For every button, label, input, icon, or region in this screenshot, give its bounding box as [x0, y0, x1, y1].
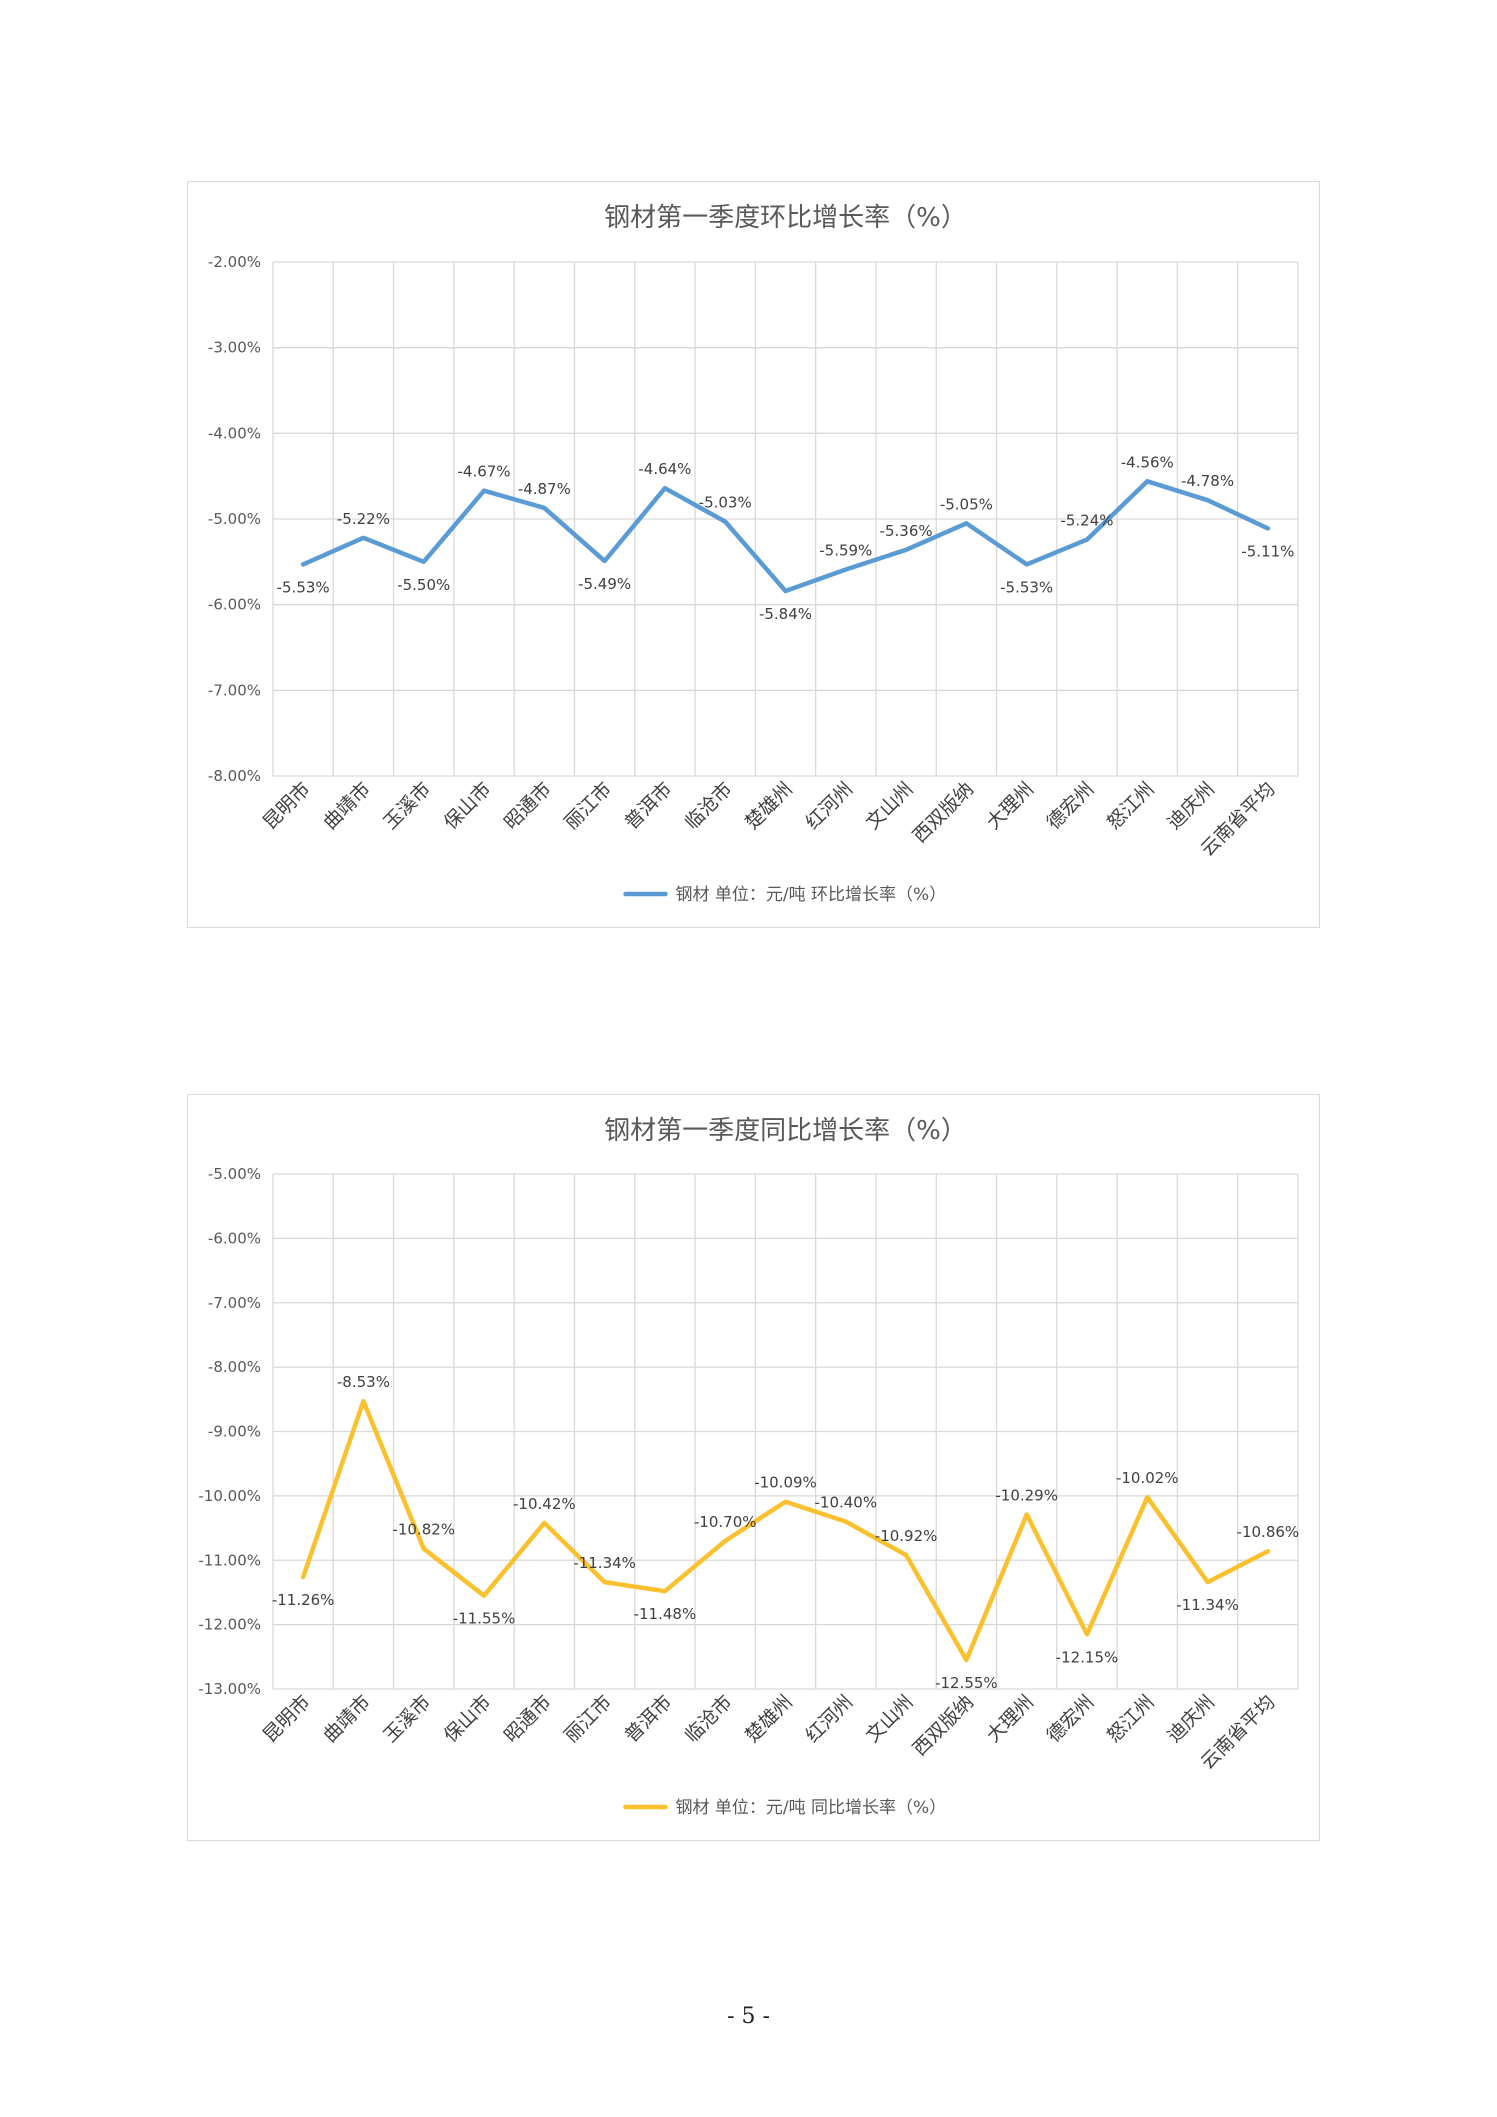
data-label: -5.11% [1241, 542, 1294, 560]
y-tick-label: -9.00% [208, 1423, 261, 1441]
x-tick-label: 玉溪市 [379, 1691, 435, 1747]
chart-title: 钢材第一季度同比增长率（%） [604, 1116, 967, 1146]
data-label: -5.36% [880, 522, 933, 540]
data-label: -10.92% [875, 1527, 938, 1545]
x-tick-label: 楚雄州 [741, 778, 797, 834]
x-tick-label: 丽江市 [560, 1691, 616, 1747]
data-label: -10.82% [392, 1521, 455, 1539]
data-label: -5.50% [397, 576, 450, 594]
y-tick-label: -4.00% [208, 424, 261, 442]
y-tick-label: -2.00% [208, 253, 261, 271]
data-label: -5.53% [1000, 578, 1053, 596]
data-label: -5.49% [578, 575, 631, 593]
x-tick-label: 丽江市 [560, 778, 616, 834]
y-tick-label: -6.00% [208, 596, 261, 614]
x-tick-label: 临沧市 [681, 778, 737, 834]
y-tick-label: -5.00% [208, 1165, 261, 1183]
data-label: -10.42% [513, 1495, 576, 1513]
data-label: -11.34% [573, 1554, 636, 1572]
x-tick-label: 玉溪市 [379, 778, 435, 834]
y-tick-label: -7.00% [208, 681, 261, 699]
data-label: -12.55% [935, 1674, 998, 1692]
data-label: -11.26% [272, 1591, 335, 1609]
x-tick-label: 普洱市 [621, 1691, 677, 1747]
data-label: -4.67% [457, 463, 510, 481]
chart-title: 钢材第一季度环比增长率（%） [604, 203, 967, 233]
data-label: -5.24% [1060, 512, 1113, 530]
x-tick-label: 迪庆州 [1163, 778, 1219, 834]
x-tick-label: 昭通市 [500, 1691, 556, 1747]
legend-label: 钢材 单位：元/吨 同比增长率（%） [676, 1798, 947, 1818]
y-tick-label: -10.00% [198, 1487, 261, 1505]
x-tick-label: 保山市 [440, 778, 496, 834]
data-label: -11.55% [453, 1610, 516, 1628]
y-tick-label: -7.00% [208, 1294, 261, 1312]
x-tick-label: 怒江州 [1103, 778, 1159, 834]
data-label: -10.70% [694, 1513, 757, 1531]
chart-ring-growth: 钢材第一季度环比增长率（%） -2.00% -3.00% -4.00% -5.00% -6… [187, 181, 1320, 928]
x-tick-label: 保山市 [440, 1691, 496, 1747]
y-tick-label: -12.00% [198, 1616, 261, 1634]
data-label: -8.53% [337, 1373, 390, 1391]
legend-label: 钢材 单位：元/吨 环比增长率（%） [676, 885, 947, 905]
series-line [300, 479, 1271, 594]
x-tick-label: 昆明市 [259, 1691, 315, 1747]
x-tick-label: 红河州 [801, 778, 857, 834]
x-tick-label: 大理州 [982, 1691, 1038, 1747]
x-tick-label: 迪庆州 [1163, 1691, 1219, 1747]
x-tick-label: 曲靖市 [319, 1691, 375, 1747]
data-label: -5.84% [759, 605, 812, 623]
data-label: -4.64% [638, 460, 691, 478]
page-number: - 5 - [727, 2004, 770, 2029]
data-label: -5.53% [277, 578, 330, 596]
x-tick-label: 楚雄州 [741, 1691, 797, 1747]
data-label: -10.09% [754, 1474, 817, 1492]
x-tick-label: 德宏州 [1043, 778, 1099, 834]
data-label: -5.03% [699, 494, 752, 512]
x-tick-label: 昆明市 [259, 778, 315, 834]
x-tick-label: 西双版纳 [909, 778, 978, 847]
series-line [300, 1398, 1271, 1663]
x-tick-label: 西双版纳 [909, 1691, 978, 1760]
data-label: -10.40% [814, 1494, 877, 1512]
data-label: -4.56% [1121, 453, 1174, 471]
data-label: -5.22% [337, 510, 390, 528]
data-label: -4.87% [518, 480, 571, 498]
x-tick-label: 普洱市 [621, 778, 677, 834]
x-tick-label: 红河州 [801, 1691, 857, 1747]
y-tick-label: -8.00% [208, 767, 261, 785]
data-label: -10.02% [1116, 1469, 1179, 1487]
chart-ring-growth-svg: 钢材第一季度环比增长率（%） -2.00% -3.00% -4.00% -5.00% -6… [208, 203, 1299, 905]
data-label: -10.86% [1237, 1523, 1300, 1541]
y-tick-label: -5.00% [208, 510, 261, 528]
x-tick-label: 曲靖市 [319, 778, 375, 834]
y-tick-label: -11.00% [198, 1551, 261, 1569]
y-tick-label: -13.00% [198, 1680, 261, 1698]
x-tick-label: 文山州 [862, 778, 918, 834]
chart-yoy-growth: 钢材第一季度同比增长率（%） -5.00% -6.00% -7.00% -8.00% -9… [187, 1094, 1320, 1841]
x-tick-label: 昭通市 [500, 778, 556, 834]
y-tick-label: -6.00% [208, 1229, 261, 1247]
data-label: -11.48% [634, 1605, 697, 1623]
data-label: -11.34% [1176, 1596, 1239, 1614]
data-label: -4.78% [1181, 472, 1234, 490]
x-tick-label: 怒江州 [1103, 1691, 1159, 1747]
x-tick-label: 大理州 [982, 778, 1038, 834]
data-label: -5.05% [940, 495, 993, 513]
data-label: -5.59% [819, 542, 872, 560]
y-tick-label: -3.00% [208, 339, 261, 357]
data-label: -10.29% [995, 1487, 1058, 1505]
x-tick-label: 德宏州 [1043, 1691, 1099, 1747]
data-label: -12.15% [1056, 1648, 1119, 1666]
x-tick-label: 文山州 [862, 1691, 918, 1747]
chart-yoy-growth-svg: 钢材第一季度同比增长率（%） -5.00% -6.00% -7.00% -8.00% -9… [198, 1116, 1300, 1818]
y-tick-label: -8.00% [208, 1358, 261, 1376]
x-tick-label: 临沧市 [681, 1691, 737, 1747]
